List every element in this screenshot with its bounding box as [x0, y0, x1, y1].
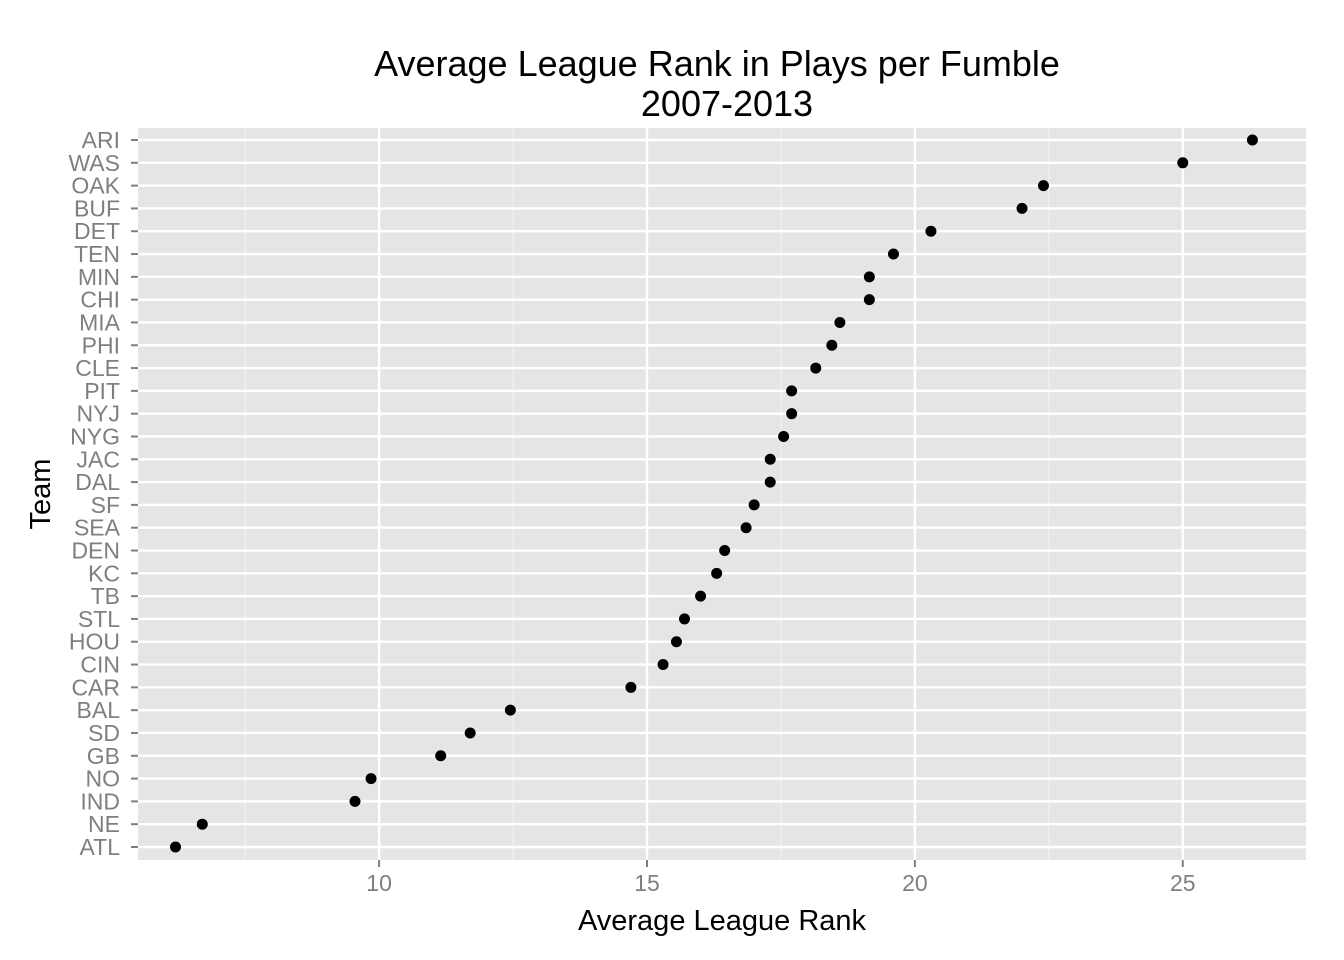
- point-oak: [1037, 180, 1049, 192]
- y-tick-label-car: CAR: [71, 674, 120, 700]
- point-phi: [826, 339, 838, 351]
- y-tick-label-dal: DAL: [75, 469, 120, 495]
- point-gb: [435, 750, 447, 762]
- point-kc: [711, 567, 723, 579]
- y-tick-label-mia: MIA: [79, 309, 121, 335]
- y-axis-ticks: ARIWASOAKBUFDETTENMINCHIMIAPHICLEPITNYJN…: [68, 127, 138, 860]
- y-tick-label-ari: ARI: [82, 127, 120, 153]
- y-tick-label-nyj: NYJ: [77, 401, 120, 427]
- point-ari: [1246, 134, 1258, 146]
- y-axis-title: Team: [25, 459, 57, 530]
- point-bal: [504, 704, 516, 716]
- y-tick-label-cin: CIN: [80, 652, 120, 678]
- point-pit: [786, 385, 798, 397]
- point-nyg: [778, 430, 790, 442]
- y-tick-label-sf: SF: [91, 492, 120, 518]
- y-tick-label-nyg: NYG: [70, 423, 120, 449]
- point-car: [625, 681, 637, 693]
- y-tick-label-oak: OAK: [71, 173, 120, 199]
- y-tick-label-jac: JAC: [77, 446, 120, 472]
- point-jac: [764, 453, 776, 465]
- point-no: [365, 773, 377, 785]
- y-tick-label-pit: PIT: [84, 378, 120, 404]
- major-gridlines: [138, 128, 1306, 860]
- x-tick-label: 15: [634, 870, 660, 896]
- data-points: [170, 134, 1258, 853]
- y-tick-label-sea: SEA: [74, 515, 121, 541]
- point-cin: [657, 659, 669, 671]
- point-dal: [764, 476, 776, 488]
- point-chi: [863, 294, 875, 306]
- y-tick-label-kc: KC: [88, 560, 120, 586]
- point-sf: [748, 499, 760, 511]
- y-tick-label-ne: NE: [88, 811, 120, 837]
- point-cle: [810, 362, 822, 374]
- x-axis-title: Average League Rank: [578, 905, 867, 937]
- y-tick-label-ten: TEN: [74, 241, 120, 267]
- point-tb: [695, 590, 707, 602]
- y-tick-label-phi: PHI: [82, 332, 120, 358]
- point-was: [1177, 157, 1189, 169]
- x-tick-label: 25: [1170, 870, 1196, 896]
- point-buf: [1016, 202, 1028, 214]
- y-tick-label-gb: GB: [87, 743, 120, 769]
- point-ten: [887, 248, 899, 260]
- minor-gridlines: [244, 128, 1050, 860]
- chart-subtitle: 2007-2013: [641, 83, 813, 124]
- point-mia: [834, 316, 846, 328]
- y-tick-label-den: DEN: [71, 538, 120, 564]
- y-tick-label-no: NO: [86, 766, 121, 792]
- point-atl: [170, 841, 182, 853]
- y-tick-label-tb: TB: [91, 583, 120, 609]
- y-tick-label-was: WAS: [68, 150, 120, 176]
- y-tick-label-chi: CHI: [80, 287, 120, 313]
- point-ind: [349, 795, 361, 807]
- y-tick-label-det: DET: [74, 218, 120, 244]
- y-tick-label-stl: STL: [78, 606, 120, 632]
- y-tick-label-hou: HOU: [69, 629, 120, 655]
- point-ne: [196, 818, 208, 830]
- y-tick-label-bal: BAL: [77, 697, 121, 723]
- point-min: [863, 271, 875, 283]
- y-tick-label-buf: BUF: [74, 195, 120, 221]
- point-sd: [464, 727, 476, 739]
- point-det: [925, 225, 937, 237]
- y-tick-label-ind: IND: [80, 788, 120, 814]
- point-stl: [678, 613, 690, 625]
- y-tick-label-cle: CLE: [75, 355, 120, 381]
- y-tick-label-min: MIN: [78, 264, 120, 290]
- chart-title: Average League Rank in Plays per Fumble: [374, 43, 1060, 84]
- point-nyj: [786, 408, 798, 420]
- point-sea: [740, 522, 752, 534]
- x-tick-label: 20: [902, 870, 928, 896]
- y-tick-label-sd: SD: [88, 720, 120, 746]
- x-axis-ticks: 10 15 20 25: [366, 860, 1196, 896]
- plot-panel: [138, 128, 1306, 860]
- point-hou: [670, 636, 682, 648]
- x-tick-label: 10: [366, 870, 392, 896]
- y-tick-label-atl: ATL: [80, 834, 121, 860]
- point-den: [719, 545, 731, 557]
